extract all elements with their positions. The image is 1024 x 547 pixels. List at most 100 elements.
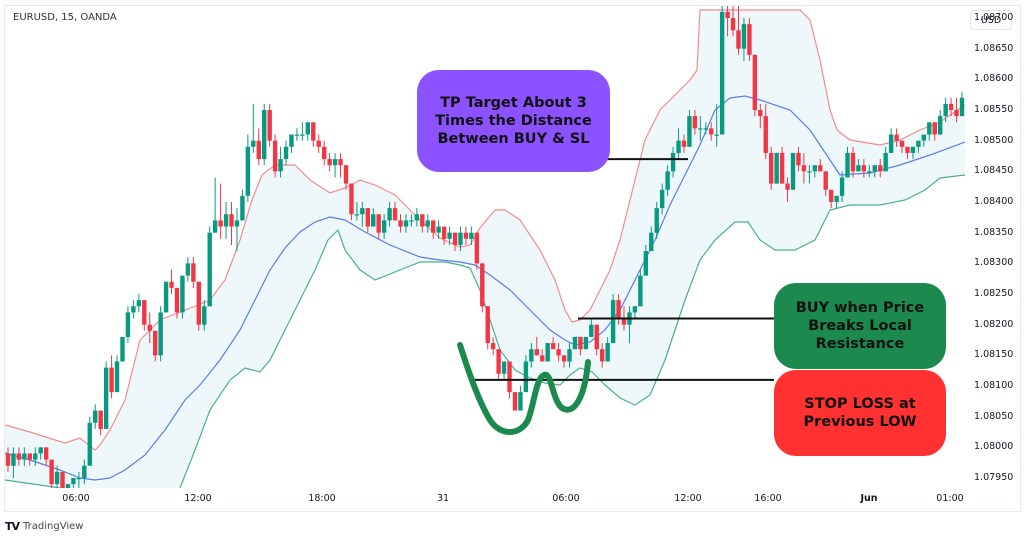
candle-body [839,177,845,196]
tradingview-logo[interactable]: TV TradingView [5,520,83,533]
time-tick-label: 12:00 [674,493,702,504]
candle-body [76,478,82,480]
double-bottom-w-pattern [457,342,591,435]
candle-body [676,140,681,153]
candle-body [212,220,218,233]
price-tick-label: 1.07950 [974,472,1014,483]
candle-body [218,220,223,227]
time-tick-label: 31 [436,493,450,504]
candle-body [812,165,818,172]
candle-body [354,214,360,216]
bollinger-band-fill [5,10,965,488]
candle-body [16,453,22,460]
symbol-title: EURUSD, 15, OANDA [13,12,117,23]
buy-text: BUY when Price Breaks Local Resistance [795,299,925,353]
candle-body [376,214,381,233]
candle-body [807,171,812,173]
candle-body [338,159,343,166]
time-tick-label: 12:00 [184,493,212,504]
candle-body [11,453,16,466]
tradingview-logo-icon: TV [5,520,20,533]
candle-body [245,146,251,196]
candle-body [316,140,321,147]
price-tick-label: 1.08550 [974,104,1014,115]
candle-body [5,453,11,466]
candle-body [196,281,201,325]
candle-body [632,306,638,313]
candle-body [343,165,349,184]
candle-body [202,306,207,325]
candle-body [392,208,398,221]
candle-body [234,220,240,227]
candle-body [43,447,49,460]
time-tick-label: Jun [860,493,878,504]
candle-body [191,263,196,282]
candle-body [349,183,354,215]
price-tick-label: 1.08600 [974,73,1014,85]
candle-body [136,300,142,307]
candle-body [229,214,234,227]
candle-body [441,226,447,239]
candle-body [409,220,414,222]
candle-body [534,349,539,356]
candle-body [589,324,594,337]
candle-body [49,459,54,485]
candle-body [114,361,120,393]
candle-body [174,287,180,313]
plot-area [5,6,965,488]
candle-body [321,146,327,160]
candle-body [828,189,834,202]
tradingview-brand-text: TradingView [23,521,84,532]
candle-body [665,171,670,190]
candle-body [845,152,850,178]
candle-body [638,275,643,307]
candle-body [763,116,768,153]
candle-body [779,152,785,184]
candle-body [120,336,125,362]
currency-button[interactable]: USD [970,10,1012,30]
candle-body [82,465,87,478]
candle-body [485,306,490,344]
candle-body [572,336,578,350]
time-tick-label: 06:00 [62,493,90,504]
price-tick-label: 1.08050 [974,410,1014,422]
candle-body [616,300,621,319]
candle-body [545,343,550,362]
candle-body [709,128,714,135]
candle-body [561,355,567,362]
candle-body [452,232,458,245]
candle-body [556,349,561,356]
candle-body [371,214,376,227]
price-tick-label: 1.08150 [974,349,1014,361]
candle-body [311,122,316,141]
price-tick-label: 1.08250 [974,288,1014,299]
candle-body [888,134,894,153]
candle-body [878,165,883,172]
price-tick-label: 1.08500 [974,134,1014,146]
candle-body [283,146,289,160]
candle-body [921,134,927,141]
candle-body [289,134,294,147]
candle-body [142,300,147,325]
lower-band-line [179,174,965,488]
candle-body [65,484,71,488]
candle-body [60,471,65,488]
candle-body [103,367,109,429]
candle-body [278,159,283,172]
candle-body [769,152,774,184]
buy-callout: BUY when Price Breaks Local Resistance [774,283,946,369]
candle-body [725,11,730,18]
candle-body [600,349,605,362]
candle-body [507,361,512,393]
candle-body [649,232,654,252]
candle-body [741,24,747,49]
candle-body [910,146,916,153]
candle-body [267,110,272,141]
stop-loss-text: STOP LOSS at Previous LOW [803,395,917,430]
candle-body [447,232,452,239]
candle-body [223,214,229,227]
candle-body [300,134,305,136]
candle-body [403,220,409,227]
price-tick-label: 1.08300 [974,257,1014,269]
